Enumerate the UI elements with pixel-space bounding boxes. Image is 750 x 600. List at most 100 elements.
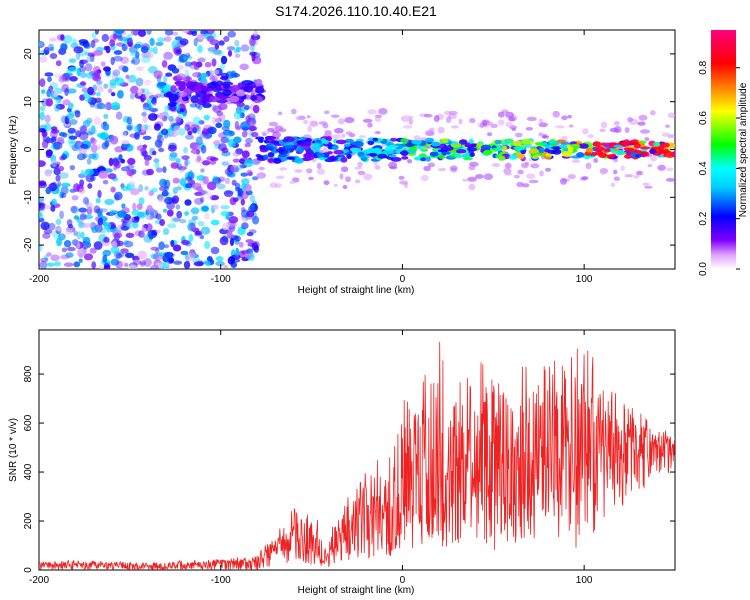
- halo-blob: [324, 110, 330, 115]
- noise-blob: [155, 41, 164, 47]
- band-blob: [340, 156, 348, 163]
- noise-blob: [69, 119, 78, 125]
- noise-blob: [149, 211, 154, 220]
- halo-blob: [367, 122, 373, 128]
- noise-blob: [176, 73, 186, 79]
- noise-blob: [113, 50, 123, 55]
- noise-blob: [252, 176, 259, 181]
- noise-blob: [216, 110, 223, 117]
- halo-blob: [561, 115, 568, 121]
- noise-blob: [239, 63, 249, 71]
- noise-blob: [73, 261, 81, 268]
- noise-blob: [161, 190, 169, 197]
- colorbar-gradient: [711, 30, 736, 269]
- band-blob: [429, 151, 439, 157]
- halo-blob: [323, 180, 330, 186]
- noise-blob: [39, 111, 45, 121]
- band-blob: [273, 141, 280, 145]
- halo-blob: [378, 108, 388, 115]
- noise-blob: [64, 88, 69, 96]
- noise-blob: [226, 46, 236, 51]
- halo-blob: [258, 166, 265, 171]
- halo-blob: [274, 183, 282, 189]
- noise-blob: [97, 189, 102, 199]
- noise-blob: [42, 232, 51, 239]
- noise-blob: [216, 176, 225, 182]
- early-band-blob: [229, 95, 240, 103]
- band-blob: [360, 156, 368, 162]
- noise-blob: [76, 142, 83, 151]
- noise-blob: [211, 58, 217, 67]
- noise-blob: [175, 116, 181, 123]
- halo-blob: [483, 173, 493, 180]
- band-blob: [567, 146, 574, 153]
- noise-blob: [91, 226, 98, 234]
- halo-blob: [624, 174, 634, 178]
- halo-blob: [279, 167, 288, 171]
- noise-blob: [212, 49, 222, 55]
- noise-blob: [162, 166, 167, 174]
- noise-blob: [103, 222, 112, 230]
- noise-blob: [168, 154, 177, 162]
- bottom-x-ticks: -200 -100 0 100: [29, 330, 593, 586]
- noise-blob: [138, 197, 145, 205]
- halo-blob: [334, 127, 344, 134]
- noise-blob: [140, 124, 146, 133]
- noise-blob: [150, 246, 160, 251]
- band-blob: [545, 153, 553, 157]
- halo-blob: [306, 115, 311, 119]
- halo-blob: [644, 137, 650, 142]
- noise-blob: [63, 35, 73, 44]
- halo-blob: [316, 162, 322, 170]
- noise-blob: [124, 252, 135, 258]
- noise-blob: [65, 227, 73, 235]
- noise-blob: [142, 144, 147, 149]
- noise-blob: [190, 124, 200, 132]
- noise-blob: [79, 72, 88, 78]
- noise-blob: [120, 158, 126, 164]
- band-blob: [508, 154, 518, 160]
- noise-blob: [228, 216, 239, 224]
- band-blob: [512, 140, 523, 146]
- noise-blob: [249, 204, 255, 212]
- halo-blob: [427, 162, 435, 168]
- halo-blob: [294, 169, 303, 173]
- noise-blob: [209, 157, 219, 162]
- band-blob: [296, 140, 307, 145]
- band-blob: [353, 140, 364, 147]
- band-blob: [390, 137, 397, 142]
- noise-blob: [252, 104, 260, 114]
- noise-blob: [156, 229, 161, 234]
- noise-blob: [244, 104, 250, 111]
- noise-blob: [244, 159, 254, 168]
- noise-blob: [190, 61, 198, 66]
- halo-blob: [666, 167, 674, 172]
- halo-blob: [552, 110, 560, 118]
- noise-blob: [43, 229, 53, 234]
- early-band-blob: [215, 99, 228, 104]
- noise-blob: [126, 116, 133, 125]
- colorbar-label: Normalized spectral amplitude: [738, 82, 749, 217]
- halo-blob: [530, 163, 540, 169]
- noise-blob: [88, 153, 97, 159]
- noise-blob: [189, 103, 198, 108]
- noise-blob: [185, 69, 189, 77]
- noise-blob: [39, 105, 46, 112]
- halo-blob: [667, 112, 675, 119]
- halo-blob: [295, 116, 303, 121]
- halo-blob: [633, 175, 640, 179]
- noise-blob: [144, 79, 152, 86]
- halo-blob: [600, 121, 608, 129]
- noise-blob: [89, 137, 97, 145]
- band-blob: [641, 151, 649, 157]
- noise-blob: [90, 144, 98, 153]
- noise-blob: [233, 136, 242, 144]
- noise-blob: [248, 125, 257, 132]
- halo-blob: [308, 176, 314, 181]
- band-blob: [323, 140, 329, 145]
- noise-blob: [142, 106, 149, 113]
- band-blob: [640, 146, 651, 150]
- noise-blob: [78, 148, 88, 154]
- noise-blob: [230, 165, 239, 173]
- noise-blob: [48, 43, 54, 51]
